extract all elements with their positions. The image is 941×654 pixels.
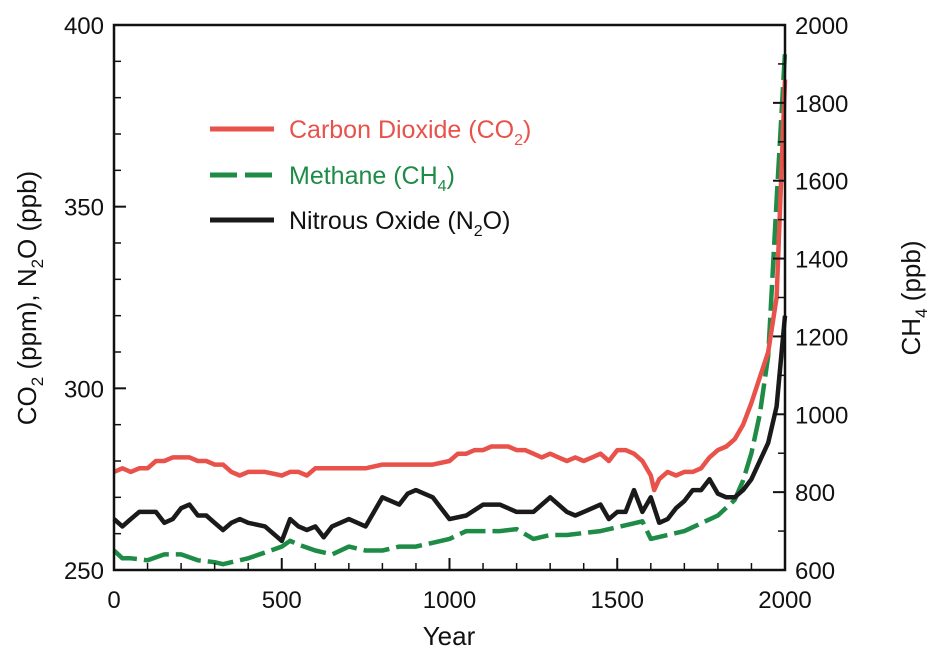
legend-label-co2: Carbon Dioxide (CO2)	[289, 116, 531, 149]
plot-frame	[112, 23, 787, 572]
legend-n2o-pre: Nitrous Oxide (N	[289, 207, 474, 235]
y-right-tick-label-2000: 2000	[795, 13, 848, 40]
x-tick-label-1500: 1500	[591, 587, 644, 614]
y-left-tick-label-300: 300	[64, 376, 104, 403]
y-left-title-sub-2b: 2	[28, 259, 47, 268]
legend-co2-pre: Carbon Dioxide (CO	[289, 116, 514, 144]
legend-ch4-pre: Methane (CH	[289, 162, 438, 190]
y-right-tick-label-1600: 1600	[795, 169, 848, 196]
x-tick-label-500: 500	[262, 587, 302, 614]
series-line-ch4	[112, 52, 788, 567]
legend-ch4-sub: 4	[438, 178, 447, 195]
y-left-title-sub-2: 2	[28, 377, 47, 386]
legend-n2o-post: O)	[483, 207, 511, 235]
y-right-tick-label-600: 600	[795, 558, 835, 585]
x-axis-title: Year	[423, 621, 476, 651]
y-left-tick-label-250: 250	[64, 558, 104, 585]
legend-co2-post: )	[523, 116, 531, 144]
series-line-co2	[113, 79, 788, 493]
y-right-title-sub-4: 4	[912, 308, 931, 317]
y-left-tick-label-400: 400	[64, 13, 104, 40]
y-left-title-mid: (ppm), N	[12, 268, 42, 376]
legend-ch4-post: )	[447, 162, 455, 190]
x-tick-label-0: 0	[107, 587, 120, 614]
y-right-title-ch: CH	[896, 318, 926, 356]
ticks-layer: 0 500 1000 1500 2000 250 300 350 400 600 800 1000 12…	[64, 13, 848, 614]
x-tick-label-1000: 1000	[423, 587, 476, 614]
y-left-title-co2: CO	[12, 386, 42, 425]
y-right-title-post: (ppb)	[896, 241, 926, 309]
y-right-tick-label-1400: 1400	[795, 247, 848, 274]
x-tick-label-2000: 2000	[758, 587, 811, 614]
legend-co2-sub: 2	[514, 132, 523, 149]
series-layer	[112, 52, 788, 567]
y-axis-left-title: CO2 (ppm), N2O (ppb)	[12, 171, 47, 425]
y-left-title-post: O (ppb)	[12, 171, 42, 259]
legend: Carbon Dioxide (CO2) Methane (CH4) Nitro…	[210, 116, 531, 240]
y-left-tick-label-350: 350	[64, 195, 104, 222]
legend-n2o-sub: 2	[474, 223, 483, 240]
legend-label-n2o: Nitrous Oxide (N2O)	[289, 207, 510, 240]
y-right-tick-label-1800: 1800	[795, 91, 848, 118]
y-right-tick-label-1200: 1200	[795, 324, 848, 351]
y-axis-right-title: CH4 (ppb)	[896, 241, 931, 356]
series-line-n2o	[112, 315, 788, 544]
legend-label-ch4: Methane (CH4)	[289, 162, 455, 195]
y-right-tick-label-1000: 1000	[795, 402, 848, 429]
y-right-tick-label-800: 800	[795, 480, 835, 507]
